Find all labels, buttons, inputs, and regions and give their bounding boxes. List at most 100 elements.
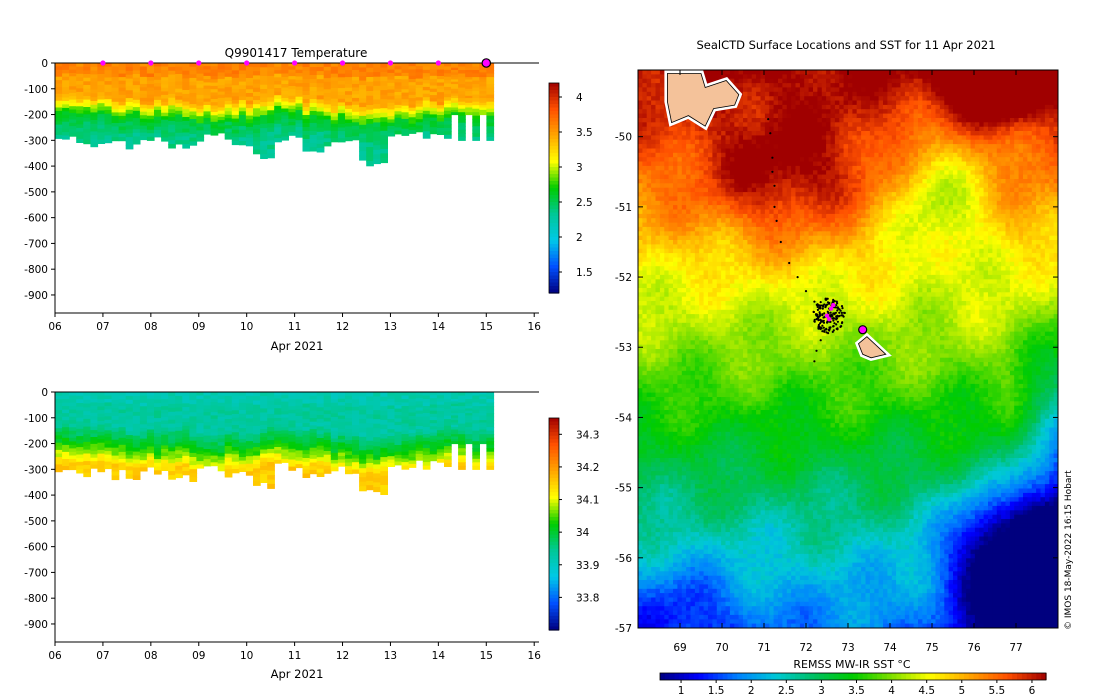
profile-cell bbox=[62, 399, 70, 404]
profile-cell bbox=[111, 439, 120, 445]
sst-cell bbox=[677, 584, 683, 590]
sst-cell bbox=[659, 174, 665, 180]
profile-cell bbox=[104, 77, 113, 82]
profile-cell bbox=[231, 403, 240, 408]
sst-cell bbox=[690, 174, 696, 180]
profile-cell bbox=[55, 69, 63, 74]
sst-cell bbox=[694, 606, 700, 612]
profile-cell bbox=[69, 430, 77, 435]
colorbar-step bbox=[549, 573, 559, 578]
profile-cell bbox=[90, 120, 99, 125]
profile-cell bbox=[422, 114, 431, 119]
sst-cell bbox=[694, 597, 700, 603]
profile-cell bbox=[316, 115, 325, 121]
sst-cell bbox=[642, 179, 648, 184]
sst-cell bbox=[638, 505, 643, 511]
profile-cell bbox=[486, 129, 495, 134]
sst-cell bbox=[677, 375, 683, 381]
profile-cell bbox=[224, 76, 233, 81]
profile-cell bbox=[69, 434, 77, 439]
profile-cell bbox=[366, 147, 374, 153]
sst-cell bbox=[699, 580, 705, 585]
profile-cell bbox=[175, 392, 183, 397]
profile-cell bbox=[231, 461, 240, 466]
profile-cell bbox=[479, 98, 487, 101]
profile-cell bbox=[62, 87, 70, 92]
sst-cell bbox=[703, 70, 709, 75]
profile-cell bbox=[472, 136, 480, 141]
sst-cell bbox=[655, 187, 661, 193]
sst-cell bbox=[673, 444, 678, 450]
profile-cell bbox=[359, 459, 367, 465]
x-tick-label: 07 bbox=[96, 321, 109, 333]
sst-cell bbox=[677, 401, 683, 407]
profile-cell bbox=[146, 439, 155, 444]
sst-cell bbox=[659, 519, 665, 524]
profile-cell bbox=[210, 402, 219, 406]
profile-cell bbox=[146, 398, 155, 403]
sst-cell bbox=[655, 383, 661, 389]
profile-cell bbox=[479, 392, 487, 395]
profile-cell bbox=[352, 410, 360, 415]
sst-cell bbox=[655, 83, 661, 89]
profile-cell bbox=[274, 459, 282, 464]
profile-cell bbox=[281, 94, 289, 99]
profile-cell bbox=[238, 446, 247, 451]
sst-cell bbox=[659, 571, 665, 577]
profile-cell bbox=[472, 444, 480, 449]
profile-cell bbox=[295, 83, 304, 88]
profile-cell bbox=[373, 392, 381, 398]
sst-cell bbox=[673, 248, 678, 254]
profile-cell bbox=[429, 413, 438, 418]
sst-cell bbox=[681, 344, 687, 350]
profile-cell bbox=[76, 124, 84, 129]
sst-cell bbox=[673, 349, 678, 354]
profile-cell bbox=[146, 409, 155, 413]
profile-cell bbox=[387, 395, 396, 400]
colorbar-step bbox=[549, 198, 559, 203]
profile-cell bbox=[76, 91, 84, 97]
profile-cell bbox=[139, 449, 148, 454]
profile-cell bbox=[373, 122, 381, 128]
sst-cell bbox=[690, 519, 696, 524]
sst-cell bbox=[681, 235, 687, 241]
sst-cell bbox=[673, 540, 678, 546]
sst-cell bbox=[638, 322, 643, 328]
sst-cell bbox=[686, 309, 692, 315]
y-tick-label: -300 bbox=[24, 135, 48, 147]
profile-cell bbox=[168, 140, 176, 145]
profile-cell bbox=[168, 419, 176, 425]
sst-cell bbox=[686, 523, 692, 529]
profile-cell bbox=[97, 453, 106, 458]
sst-cell bbox=[681, 139, 687, 145]
profile-cell bbox=[189, 130, 198, 135]
profile-cell bbox=[373, 396, 381, 402]
sst-cell bbox=[646, 584, 652, 590]
sst-cell bbox=[690, 370, 696, 376]
sst-cell bbox=[659, 545, 665, 551]
profile-cell bbox=[90, 437, 99, 442]
sst-cell bbox=[690, 392, 696, 398]
profile-cell bbox=[444, 395, 452, 400]
profile-cell bbox=[444, 127, 452, 132]
profile-cell bbox=[189, 440, 198, 446]
sst-cell bbox=[651, 388, 657, 394]
sst-cell bbox=[686, 545, 692, 551]
sst-cell bbox=[651, 248, 657, 254]
sst-cell bbox=[703, 209, 709, 215]
sst-cell bbox=[686, 401, 692, 407]
profile-cell bbox=[422, 134, 431, 139]
sst-cell bbox=[681, 601, 687, 607]
profile-cell bbox=[154, 86, 162, 91]
profile-cell bbox=[175, 423, 183, 428]
profile-cell bbox=[154, 414, 162, 419]
profile-cell bbox=[451, 420, 459, 423]
sst-cell bbox=[690, 349, 696, 354]
profile-cell bbox=[111, 66, 120, 71]
profile-cell bbox=[295, 86, 304, 91]
x-tick-label: 15 bbox=[480, 650, 493, 662]
profile-cell bbox=[330, 84, 339, 89]
profile-cell bbox=[387, 398, 396, 403]
sst-cell bbox=[642, 261, 648, 267]
sst-cell bbox=[686, 540, 692, 546]
